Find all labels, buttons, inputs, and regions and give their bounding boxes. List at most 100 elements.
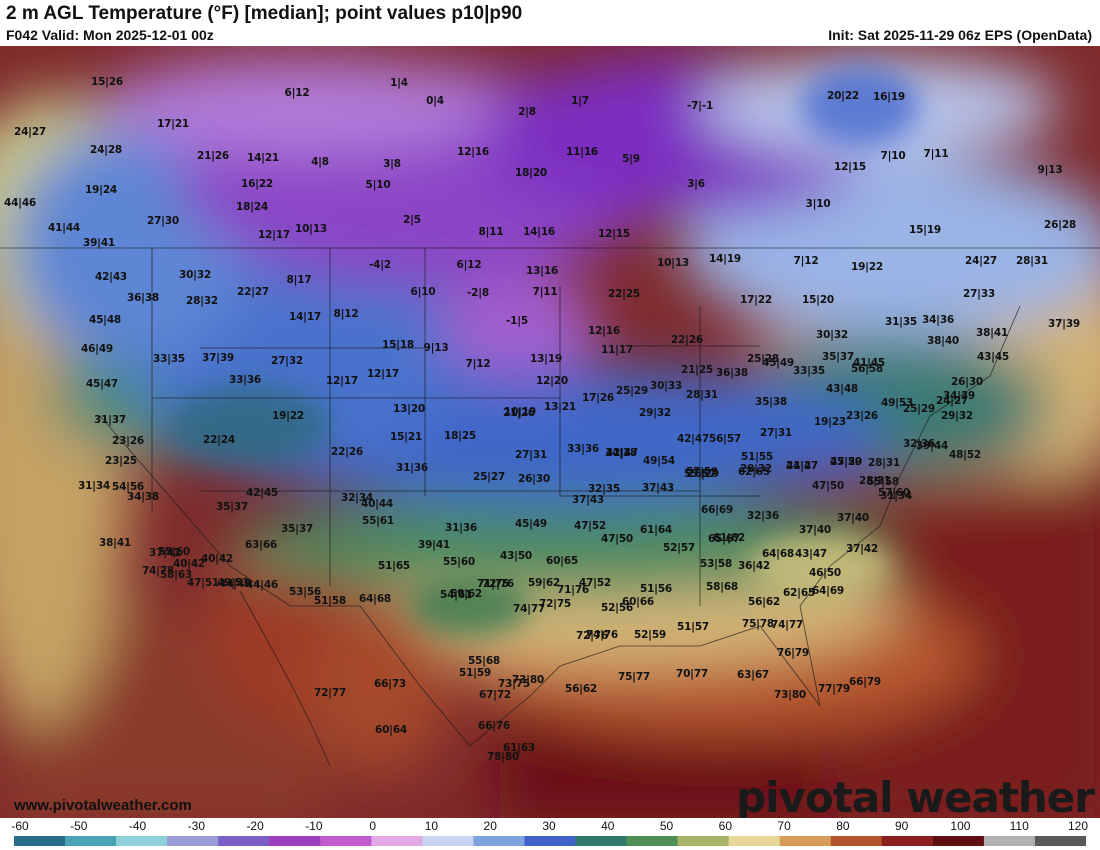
point-value-label: 1|4 <box>390 77 408 89</box>
point-value-label: 53|58 <box>699 558 733 570</box>
point-value-label: 18|25 <box>443 430 477 442</box>
point-value-label: 44|49 <box>218 578 252 590</box>
point-value-label: 47|52 <box>578 577 612 589</box>
point-value-label: 0|4 <box>426 95 444 107</box>
legend-tick-label: -30 <box>187 819 205 833</box>
point-value-label: 28|31 <box>867 457 901 469</box>
point-value-label: 27|32 <box>270 355 304 367</box>
point-value-label: 8|11 <box>478 226 504 238</box>
legend-tick-label: 20 <box>483 819 497 833</box>
point-value-label: 72|77 <box>313 687 347 699</box>
point-value-label: 40|44 <box>360 498 394 510</box>
point-value-label: 28|32 <box>739 463 773 475</box>
point-value-label: 22|26 <box>330 446 364 458</box>
map-title: 2 m AGL Temperature (°F) [median]; point… <box>6 3 523 24</box>
point-value-label: 55|58 <box>866 476 900 488</box>
legend-color-swatch <box>422 836 474 846</box>
point-value-label: 3|6 <box>687 178 705 190</box>
legend-color-swatch <box>830 836 883 846</box>
point-value-label: 19|22 <box>850 261 884 273</box>
point-value-label: 9|13 <box>1037 164 1063 176</box>
point-value-label: 17|22 <box>739 294 773 306</box>
point-value-label: 35|37 <box>821 351 855 363</box>
point-value-label: 34|38 <box>604 447 638 459</box>
point-value-label: 25|29 <box>615 385 649 397</box>
point-value-label: 44|46 <box>245 579 279 591</box>
point-value-label: 26|29 <box>686 468 720 480</box>
point-value-label: 32|36 <box>902 438 936 450</box>
point-value-label: 51|58 <box>313 595 347 607</box>
point-value-label: 37|40 <box>836 512 870 524</box>
point-value-label: 27|31 <box>759 427 793 439</box>
point-value-label: 15|19 <box>908 224 942 236</box>
point-value-label: 7|12 <box>465 358 491 370</box>
point-value-label: 45|47 <box>85 378 119 390</box>
legend-tick-label: 110 <box>1009 819 1029 833</box>
point-value-label: 24|27 <box>935 395 969 407</box>
point-value-label: 24|27 <box>964 255 998 267</box>
init-time: Init: Sat 2025-11-29 06z EPS (OpenData) <box>828 27 1092 43</box>
point-value-label: 56|57 <box>708 433 742 445</box>
point-value-label: 28|31 <box>685 389 719 401</box>
point-value-label: 12|17 <box>257 229 291 241</box>
point-value-label: 35|37 <box>215 501 249 513</box>
point-value-label: 3|8 <box>383 158 401 170</box>
point-value-label: 51|55 <box>740 451 774 463</box>
legend-tick-label: 60 <box>718 819 733 833</box>
point-value-label: 56|62 <box>747 596 781 608</box>
point-value-label: 29|32 <box>940 410 974 422</box>
point-value-label: 2|5 <box>403 214 421 226</box>
point-value-label: 19|23 <box>813 416 847 428</box>
point-value-label: 13|21 <box>543 401 577 413</box>
point-value-label: 55|60 <box>442 556 476 568</box>
point-value-label: 32|34 <box>340 492 374 504</box>
point-value-label: 72|76 <box>481 578 515 590</box>
point-value-label: 41|45 <box>852 357 886 369</box>
point-value-label: 51|56 <box>639 583 673 595</box>
point-value-label: 47|50 <box>811 480 845 492</box>
point-value-label: 40|42 <box>200 553 234 565</box>
point-value-label: 14|19 <box>708 253 742 265</box>
point-value-label: 55|57 <box>683 468 717 480</box>
point-value-label: 37|42 <box>148 547 182 559</box>
point-value-label: 14|16 <box>522 226 556 238</box>
point-value-label: 30|33 <box>649 380 683 392</box>
point-value-label: 73|75 <box>497 678 531 690</box>
point-value-label: 42|47 <box>676 433 710 445</box>
point-value-label: 62|65 <box>782 587 816 599</box>
legend-color-swatch <box>65 836 117 846</box>
point-value-label: 36|38 <box>126 292 160 304</box>
point-value-label: 25|27 <box>472 471 506 483</box>
point-value-label: 46|49 <box>80 343 114 355</box>
point-value-label: 36|38 <box>715 367 749 379</box>
legend-color-swatch <box>371 836 423 846</box>
point-value-label: 56|62 <box>564 683 598 695</box>
point-value-label: 10|19 <box>503 406 537 418</box>
point-value-label: 52|59 <box>633 629 667 641</box>
point-value-label: 58|68 <box>705 581 739 593</box>
point-value-label: 61|64 <box>639 524 673 536</box>
point-value-label: 31|36 <box>444 522 478 534</box>
temperature-map: 15|26 6|12 1|4 0|4 24|27 17|21 2|8 1|7 -7|-1 20|2… <box>0 46 1100 818</box>
point-value-label: 22|25 <box>607 288 641 300</box>
point-value-label: 78|80 <box>486 751 520 763</box>
legend-tick-label: -50 <box>70 819 88 833</box>
point-value-label: 26|30 <box>950 376 984 388</box>
point-value-label: 38|41 <box>98 537 132 549</box>
point-value-label: 34|38 <box>126 491 160 503</box>
legend-color-swatch <box>983 836 1036 846</box>
point-value-label: 21|25 <box>680 364 714 376</box>
point-value-label: 37|42 <box>845 543 879 555</box>
point-value-label: 52|56 <box>600 602 634 614</box>
point-value-label: 44|46 <box>3 197 37 209</box>
legend-tick-label: 90 <box>894 819 909 833</box>
legend-tick-label: 0 <box>369 819 376 833</box>
point-value-label: 75|77 <box>617 671 651 683</box>
valid-time: F042 Valid: Mon 2025-12-01 00z <box>6 27 214 43</box>
point-value-label: 35|37 <box>280 523 314 535</box>
point-value-label: 34|36 <box>921 314 955 326</box>
legend-tick-label: -60 <box>11 819 29 833</box>
legend-tick-label: -20 <box>246 819 264 833</box>
point-value-label: 1|7 <box>571 95 589 107</box>
point-value-label: 41|47 <box>785 460 819 472</box>
